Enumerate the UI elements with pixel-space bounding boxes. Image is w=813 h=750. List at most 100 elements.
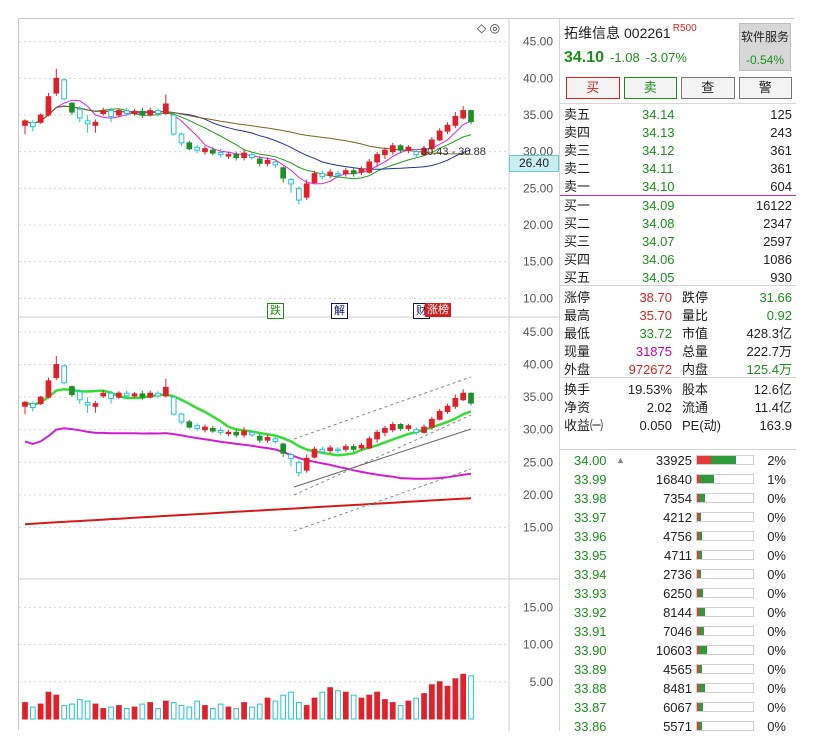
stat-row: 净资 2.02 流通 11.4亿 (564, 399, 792, 417)
stat-label: 市值 (682, 326, 709, 341)
ladder-bar-buy (697, 684, 699, 692)
volume-bar (84, 700, 91, 720)
candle-body (100, 392, 107, 397)
ladder-pct: 2% (767, 453, 786, 468)
candle-body (84, 120, 91, 125)
candle-body (374, 431, 380, 440)
volume-bar (116, 705, 122, 720)
axis-tick-label: 45.00 (523, 325, 553, 339)
candle-body (45, 96, 52, 116)
ladder-bar-sell (699, 513, 701, 521)
buy-button[interactable]: 买 (566, 77, 620, 99)
candle-body (202, 426, 208, 431)
candle-body (374, 154, 380, 163)
book-price: 34.08 (642, 216, 675, 231)
candle-body (217, 151, 224, 156)
alert-button[interactable]: 警 (738, 77, 792, 99)
candle-body (468, 110, 474, 123)
candle-body (53, 364, 60, 379)
volume-bar (389, 702, 396, 720)
volume-bar (147, 702, 154, 720)
current-price-tag: 26.40 (509, 155, 559, 172)
volume-bar (288, 691, 294, 720)
chart-tool-icons[interactable]: ◇ ◎ (477, 21, 501, 35)
axis-tick-label: 20.00 (523, 218, 553, 232)
volume-bar (256, 703, 263, 720)
volume-bar (249, 706, 255, 720)
volume-bar (303, 705, 310, 720)
volume-bar (217, 703, 224, 720)
up-arrow-icon: ▲ (616, 455, 625, 465)
stat-row: 现量 31875 总量 222.7万 (564, 343, 792, 361)
book-volume: 361 (770, 143, 792, 158)
candle-body (405, 425, 412, 429)
volume-bar (468, 675, 474, 720)
candle-body (170, 396, 177, 415)
event-tag-die[interactable]: 跌 (267, 303, 284, 319)
ma5-line-top (24, 99, 472, 185)
volume-bar (162, 700, 169, 720)
book-label: 卖三 (564, 143, 591, 158)
ladder-row: 33.94 2736 0% (564, 565, 792, 584)
volume-bar (296, 702, 302, 720)
ladder-bar-sell (699, 703, 703, 711)
volume-bar (22, 702, 28, 720)
r-badge: R500 (672, 23, 697, 34)
ladder-price: 33.87 (574, 700, 607, 715)
candle-body (92, 121, 99, 126)
axis-tick-label: 10.00 (523, 638, 553, 652)
candle-body (429, 139, 435, 150)
book-label: 卖五 (564, 107, 591, 122)
stat-value: 972672 (628, 362, 672, 377)
candle-body (45, 380, 52, 398)
candle-body (366, 438, 373, 449)
ladder-bar-sell (699, 646, 707, 654)
ladder-pct: 0% (767, 719, 786, 734)
volume-bar (29, 706, 36, 720)
order-book-row: 卖三 34.12 361 (564, 142, 792, 160)
stat-value: 428.3亿 (746, 326, 792, 341)
candle-body (37, 114, 44, 123)
sell-button[interactable]: 卖 (623, 77, 677, 99)
moving-average-lines (24, 99, 472, 526)
sector-button[interactable]: 软件服务 -0.54% (739, 23, 791, 71)
volume-bar (37, 703, 44, 720)
volume-bar (421, 693, 427, 720)
ladder-row: 33.90 10603 0% (564, 641, 792, 660)
stat-value: 31.66 (759, 290, 792, 305)
volume-bar (100, 708, 107, 720)
ladder-bar-buy (697, 703, 699, 711)
ladder-bar-buy (697, 608, 699, 616)
book-price: 34.12 (642, 143, 675, 158)
ladder-volume: 7046 (663, 624, 692, 639)
event-tag-zhangbang[interactable]: 涨榜 (425, 303, 451, 317)
candle-body (303, 457, 310, 471)
axis-tick-label: 25.00 (523, 455, 553, 469)
divider (560, 449, 796, 450)
stock-code: 002261 (624, 25, 671, 41)
ladder-bar (696, 683, 754, 693)
stat-value: 12.6亿 (753, 382, 792, 397)
candle-body (76, 391, 83, 401)
stat-label: 量比 (682, 308, 709, 323)
ladder-pct: 0% (767, 700, 786, 715)
candle-body (209, 427, 216, 432)
candle-body (272, 161, 279, 166)
event-tag-jie[interactable]: 解 (331, 303, 348, 319)
ladder-price: 33.86 (574, 719, 607, 734)
stat-label: PE(动) (682, 418, 722, 433)
ladder-bar-buy (697, 513, 699, 521)
grid-bottom (19, 606, 509, 683)
stock-title: 拓维信息 002261 R500 (564, 23, 697, 43)
book-volume: 930 (770, 270, 792, 285)
stat-value: 38.70 (639, 290, 672, 305)
ladder-bar (696, 493, 754, 503)
ladder-volume: 4212 (663, 510, 692, 525)
kline-chart-area[interactable]: 45.00 40.00 35.00 30.00 25.00 20.00 15.00 10.00… (19, 19, 559, 731)
candle-body (327, 171, 334, 176)
ladder-volume: 6250 (663, 586, 692, 601)
query-button[interactable]: 查 (681, 77, 735, 99)
volume-bar (264, 697, 271, 720)
ladder-bar-sell (699, 684, 705, 692)
chart-background (19, 19, 559, 731)
